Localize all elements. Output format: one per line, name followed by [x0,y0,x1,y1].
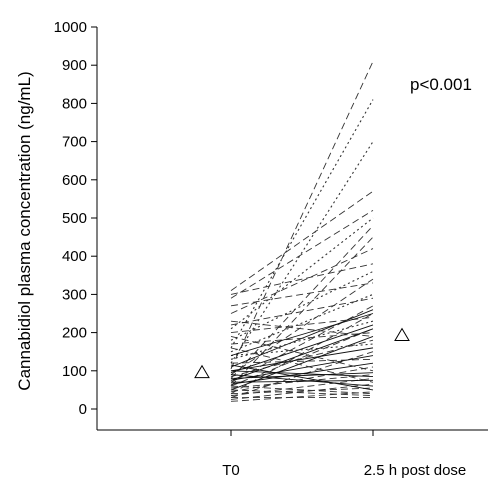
series-line [230,379,374,383]
series-line [230,385,374,395]
y-tick-label: 100 [62,363,87,380]
series-line [230,61,374,370]
series-line [230,99,374,349]
y-tick-label: 0 [79,401,87,418]
series-line [230,328,374,381]
series-line [230,358,374,364]
y-tick-label: 900 [62,57,87,74]
series-line [230,324,374,374]
series-line [230,248,374,314]
mean-markers [194,327,410,379]
series-line [230,389,374,397]
series-line [230,270,374,341]
x-tick-label: T0 [222,462,240,478]
y-tick-label: 800 [62,95,87,112]
series-line [230,263,374,295]
series-line [230,297,374,326]
series-line [230,343,374,357]
x-tick-label: 2.5 h post dose [364,462,467,478]
series-line [230,347,374,383]
series-line [230,335,374,372]
series-line [230,364,374,391]
series-line [230,313,374,356]
mean-triangle-marker [194,364,210,379]
series-line [230,387,374,395]
series-line [230,391,374,402]
series-line [230,347,374,372]
series-line [230,278,374,375]
series-line [230,372,374,379]
p-value-annotation: p<0.001 [410,75,472,94]
y-axis-title: Cannabidiol plasma concentration (ng/mL) [15,71,34,390]
series-line [230,383,374,400]
series-line [230,225,374,379]
axes: 0 100 200 300 400 500 600 700 800 900 1000 T0 2.5 h … [54,19,488,478]
series-line [230,190,374,291]
series-line [230,320,374,337]
y-tick-label: 1000 [54,19,87,36]
y-tick-label: 400 [62,248,87,265]
y-tick-label: 200 [62,325,87,342]
series-line [230,217,374,330]
series-line [230,316,374,334]
y-tick-label: 600 [62,172,87,189]
series-line [230,282,374,307]
y-tick-label: 500 [62,210,87,227]
series-line [230,209,374,299]
series-lines [230,61,374,402]
series-line [230,141,374,364]
series-line [230,339,374,377]
y-tick-label: 700 [62,134,87,151]
series-line [230,374,374,387]
mean-triangle-marker [394,327,410,342]
y-tick-label: 300 [62,286,87,303]
